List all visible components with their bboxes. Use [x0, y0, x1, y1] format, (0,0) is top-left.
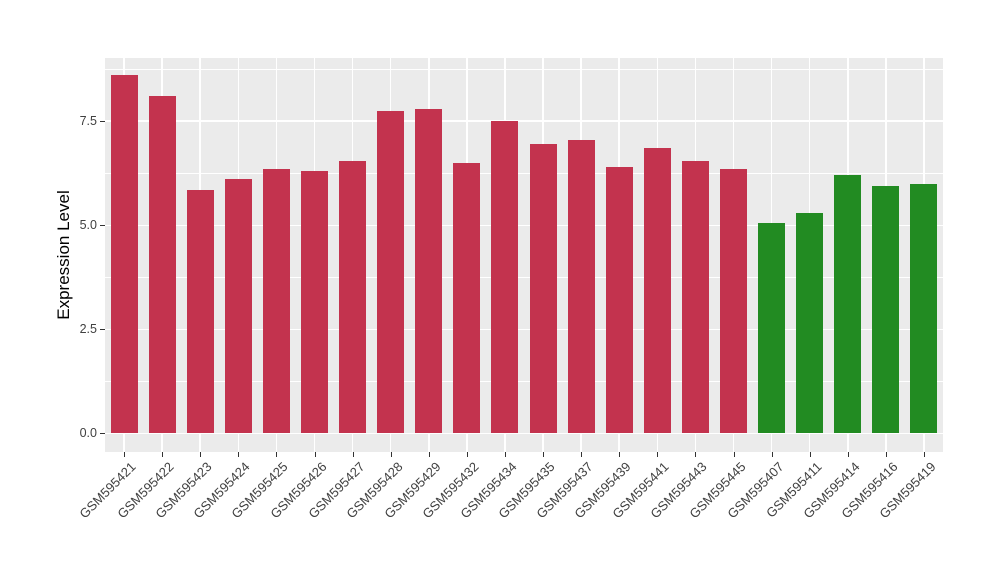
- gridline-major-y: [105, 120, 943, 122]
- bar: [186, 189, 214, 434]
- x-tick-mark: [847, 452, 849, 457]
- x-tick-mark: [466, 452, 468, 457]
- x-tick-mark: [352, 452, 354, 457]
- bar: [339, 160, 367, 434]
- y-tick-label: 0.0: [79, 426, 97, 441]
- x-tick-mark: [733, 452, 735, 457]
- bar: [491, 121, 519, 434]
- bar: [605, 167, 633, 434]
- x-tick-mark: [581, 452, 583, 457]
- x-tick-mark: [504, 452, 506, 457]
- x-tick-mark: [428, 452, 430, 457]
- bar: [834, 175, 862, 434]
- x-tick-mark: [124, 452, 126, 457]
- x-tick-mark: [276, 452, 278, 457]
- bar: [110, 75, 138, 434]
- y-axis-title: Expression Level: [54, 190, 73, 320]
- x-tick-mark: [619, 452, 621, 457]
- bar: [377, 110, 405, 434]
- x-tick-mark: [543, 452, 545, 457]
- bar: [643, 148, 671, 434]
- x-tick-mark: [809, 452, 811, 457]
- bar: [148, 96, 176, 434]
- bar: [872, 185, 900, 434]
- bar: [720, 169, 747, 434]
- y-tick-mark: [100, 329, 105, 331]
- x-tick-mark: [695, 452, 697, 457]
- gridline-minor-y: [105, 380, 943, 382]
- y-tick-label: 7.5: [79, 114, 97, 129]
- x-tick-mark: [657, 452, 659, 457]
- gridline-major-y: [105, 224, 943, 226]
- bar: [415, 108, 443, 434]
- x-tick-mark: [238, 452, 240, 457]
- x-tick-mark: [390, 452, 392, 457]
- bar: [567, 139, 595, 434]
- bar: [758, 223, 786, 434]
- gridline-minor-y: [105, 276, 943, 278]
- gridline-major-y: [105, 432, 943, 435]
- plot-panel: [105, 58, 943, 452]
- bar: [453, 162, 481, 434]
- bar: [910, 183, 938, 434]
- y-tick-label: 2.5: [79, 322, 97, 337]
- y-tick-label: 5.0: [79, 218, 97, 233]
- y-tick-mark: [100, 433, 105, 435]
- x-tick-mark: [885, 452, 887, 457]
- gridline-major-y: [105, 328, 943, 330]
- bar: [224, 179, 252, 434]
- x-tick-mark: [923, 452, 925, 457]
- x-tick-mark: [162, 452, 164, 457]
- bar: [262, 169, 290, 434]
- bar: [796, 212, 824, 434]
- x-tick-mark: [200, 452, 202, 457]
- gridline-minor-y: [105, 68, 943, 70]
- x-tick-mark: [314, 452, 316, 457]
- y-tick-mark: [100, 225, 105, 227]
- gridline-minor-y: [105, 172, 943, 174]
- bar: [301, 171, 328, 434]
- y-tick-mark: [100, 121, 105, 123]
- bar: [529, 144, 557, 434]
- x-tick-mark: [771, 452, 773, 457]
- bar: [681, 160, 709, 434]
